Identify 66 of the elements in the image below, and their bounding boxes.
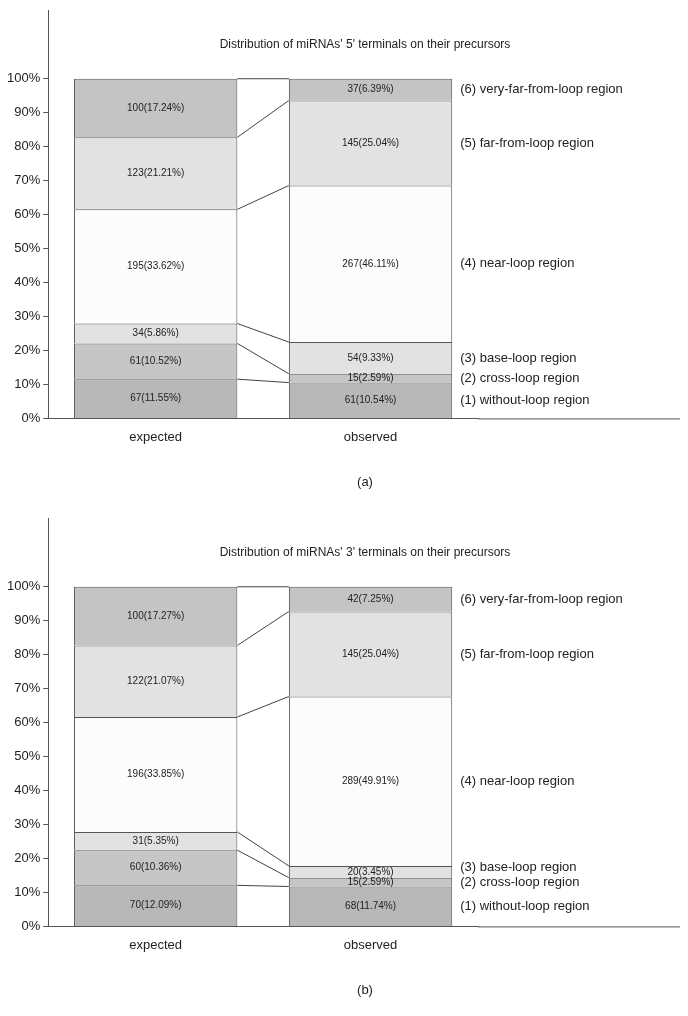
- series-label: (2) cross-loop region: [460, 873, 580, 889]
- data-label: 37(6.39%): [347, 83, 394, 95]
- data-label: 289(49.91%): [341, 774, 400, 786]
- y-tick-label: 30%: [14, 816, 41, 832]
- y-tick-label: 80%: [14, 646, 41, 662]
- data-label: 100(17.27%): [127, 609, 185, 621]
- data-label: 68(11.74%): [345, 899, 397, 911]
- data-label: 145(25.04%): [341, 136, 400, 148]
- data-label: 20(3.45%): [347, 865, 394, 877]
- y-tick-label: 70%: [14, 680, 41, 696]
- data-label: 123(21.21%): [127, 167, 185, 179]
- data-label: 15(2.59%): [347, 371, 394, 383]
- series-label: (1) without-loop region: [460, 897, 590, 913]
- data-label: 196(33.85%): [127, 768, 185, 780]
- series-label: (4) near-loop region: [460, 772, 575, 788]
- series-label: (5) far-from-loop region: [460, 645, 594, 661]
- x-tick-label: expected: [129, 428, 183, 444]
- series-label: (4) near-loop region: [460, 255, 575, 271]
- data-label: 195(33.62%): [127, 260, 185, 272]
- data-label: 42(7.25%): [347, 592, 394, 604]
- text: (b): [357, 981, 373, 997]
- data-label: 31(5.35%): [132, 834, 179, 846]
- y-tick-label: 20%: [14, 850, 41, 866]
- text: Distribution of miRNAs' 5' terminals on their precursors: [219, 37, 511, 52]
- y-tick-label: 50%: [14, 748, 41, 764]
- data-label: 60(10.36%): [129, 861, 182, 873]
- y-tick-label: 100%: [7, 70, 41, 86]
- data-label: 34(5.86%): [132, 327, 179, 339]
- y-tick-label: 70%: [14, 172, 41, 188]
- y-tick-label: 60%: [14, 206, 41, 222]
- x-tick-label: expected: [129, 936, 183, 952]
- y-tick-label: 10%: [14, 376, 41, 392]
- y-tick-label: 50%: [14, 240, 41, 256]
- y-tick-label: 90%: [14, 612, 41, 628]
- data-label: 145(25.04%): [341, 647, 400, 659]
- series-label: (2) cross-loop region: [460, 369, 580, 385]
- series-label: (3) base-loop region: [460, 349, 577, 365]
- x-tick-label: observed: [343, 428, 398, 444]
- y-tick-label: 40%: [14, 274, 41, 290]
- y-tick-label: 60%: [14, 714, 41, 730]
- y-tick-label: 100%: [7, 578, 41, 594]
- series-label: (1) without-loop region: [460, 391, 590, 407]
- series-label: (6) very-far-from-loop region: [460, 81, 623, 97]
- text: (a): [357, 473, 373, 489]
- series-label: (6) very-far-from-loop region: [460, 590, 623, 606]
- y-tick-label: 0%: [21, 917, 41, 933]
- data-label: 100(17.24%): [127, 101, 185, 113]
- y-tick-label: 80%: [14, 138, 41, 154]
- data-label: 267(46.11%): [342, 257, 399, 269]
- data-label: 122(21.07%): [127, 674, 185, 686]
- series-label: (3) base-loop region: [460, 858, 577, 874]
- data-label: 67(11.55%): [130, 392, 182, 404]
- y-tick-label: 20%: [14, 342, 41, 358]
- series-label: (5) far-from-loop region: [460, 134, 594, 150]
- y-tick-label: 90%: [14, 104, 41, 120]
- y-tick-label: 40%: [14, 782, 41, 798]
- data-label: 15(2.59%): [347, 875, 394, 887]
- y-tick-label: 30%: [14, 308, 41, 324]
- y-tick-label: 0%: [21, 409, 41, 425]
- text: Distribution of miRNAs' 3' terminals on their precursors: [219, 545, 511, 560]
- data-label: 61(10.52%): [129, 355, 182, 367]
- data-label: 61(10.54%): [344, 394, 397, 405]
- x-tick-label: observed: [343, 936, 398, 952]
- data-label: 70(12.09%): [129, 899, 182, 911]
- y-tick-label: 10%: [14, 884, 41, 900]
- data-label: 54(9.33%): [347, 351, 394, 363]
